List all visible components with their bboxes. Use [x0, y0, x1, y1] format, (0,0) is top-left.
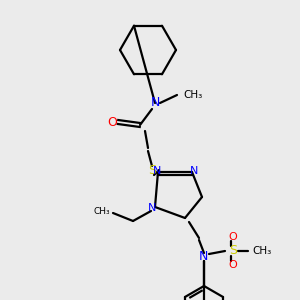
- Text: CH₃: CH₃: [183, 90, 202, 100]
- Text: CH₃: CH₃: [252, 246, 271, 256]
- Text: O: O: [229, 260, 237, 270]
- Text: S: S: [148, 164, 156, 176]
- Text: CH₃: CH₃: [93, 208, 110, 217]
- Text: N: N: [190, 166, 198, 176]
- Text: O: O: [229, 232, 237, 242]
- Text: S: S: [229, 244, 237, 257]
- Text: N: N: [150, 97, 160, 110]
- Text: O: O: [107, 116, 117, 128]
- Text: N: N: [153, 166, 161, 176]
- Text: N: N: [148, 203, 156, 213]
- Text: N: N: [198, 250, 208, 262]
